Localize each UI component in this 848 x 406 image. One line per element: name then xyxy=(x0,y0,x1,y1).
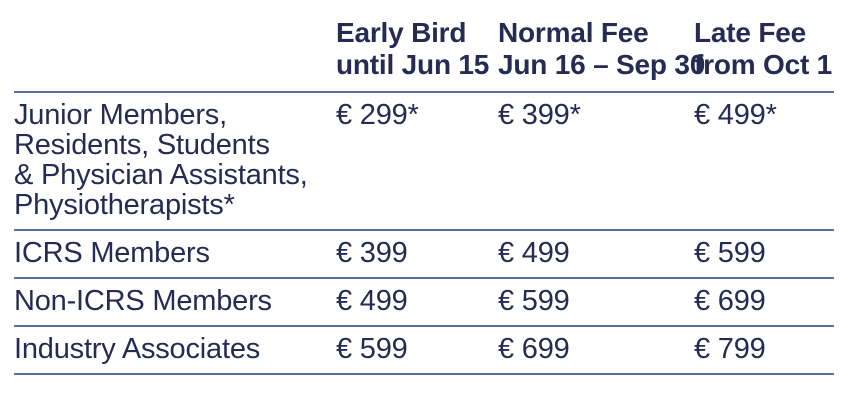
row-category: ICRS Members xyxy=(14,237,210,269)
column-sublabel: Jun 16 – Sep 30 xyxy=(498,49,706,80)
table-row-industry-associates: Industry Associates € 599 € 699 € 799 xyxy=(14,325,834,373)
row-category: Industry Associates xyxy=(14,333,261,365)
late-fee: € 799 xyxy=(694,333,766,365)
table-bottom-rule xyxy=(14,373,834,375)
table-header-row: Early Bird until Jun 15 Normal Fee Jun 1… xyxy=(14,0,834,91)
early-bird-fee: € 299* xyxy=(336,99,419,131)
table-row-junior-members: Junior Members, Residents, Students & Ph… xyxy=(14,91,834,229)
late-fee: € 499* xyxy=(694,99,777,131)
column-sublabel: until Jun 15 xyxy=(336,49,490,80)
column-label: Early Bird xyxy=(336,17,467,48)
column-header-late-fee: Late Fee from Oct 1 xyxy=(694,0,834,91)
column-label: Normal Fee xyxy=(498,17,649,48)
column-sublabel: from Oct 1 xyxy=(694,49,833,80)
table-row-non-icrs-members: Non-ICRS Members € 499 € 599 € 699 xyxy=(14,277,834,325)
early-bird-fee: € 499 xyxy=(336,285,408,317)
table-row-icrs-members: ICRS Members € 399 € 499 € 599 xyxy=(14,229,834,277)
column-header-normal-fee: Normal Fee Jun 16 – Sep 30 xyxy=(498,0,706,91)
header-category-spacer xyxy=(14,0,336,27)
row-category: Junior Members, Residents, Students & Ph… xyxy=(14,99,308,221)
normal-fee: € 599 xyxy=(498,285,570,317)
early-bird-fee: € 399 xyxy=(336,237,408,269)
pricing-table: Early Bird until Jun 15 Normal Fee Jun 1… xyxy=(14,0,834,375)
column-label: Late Fee xyxy=(694,17,806,48)
column-header-early-bird: Early Bird until Jun 15 xyxy=(336,0,498,91)
early-bird-fee: € 599 xyxy=(336,333,408,365)
late-fee: € 599 xyxy=(694,237,766,269)
normal-fee: € 399* xyxy=(498,99,581,131)
normal-fee: € 699 xyxy=(498,333,570,365)
late-fee: € 699 xyxy=(694,285,766,317)
row-category: Non-ICRS Members xyxy=(14,285,272,317)
normal-fee: € 499 xyxy=(498,237,570,269)
